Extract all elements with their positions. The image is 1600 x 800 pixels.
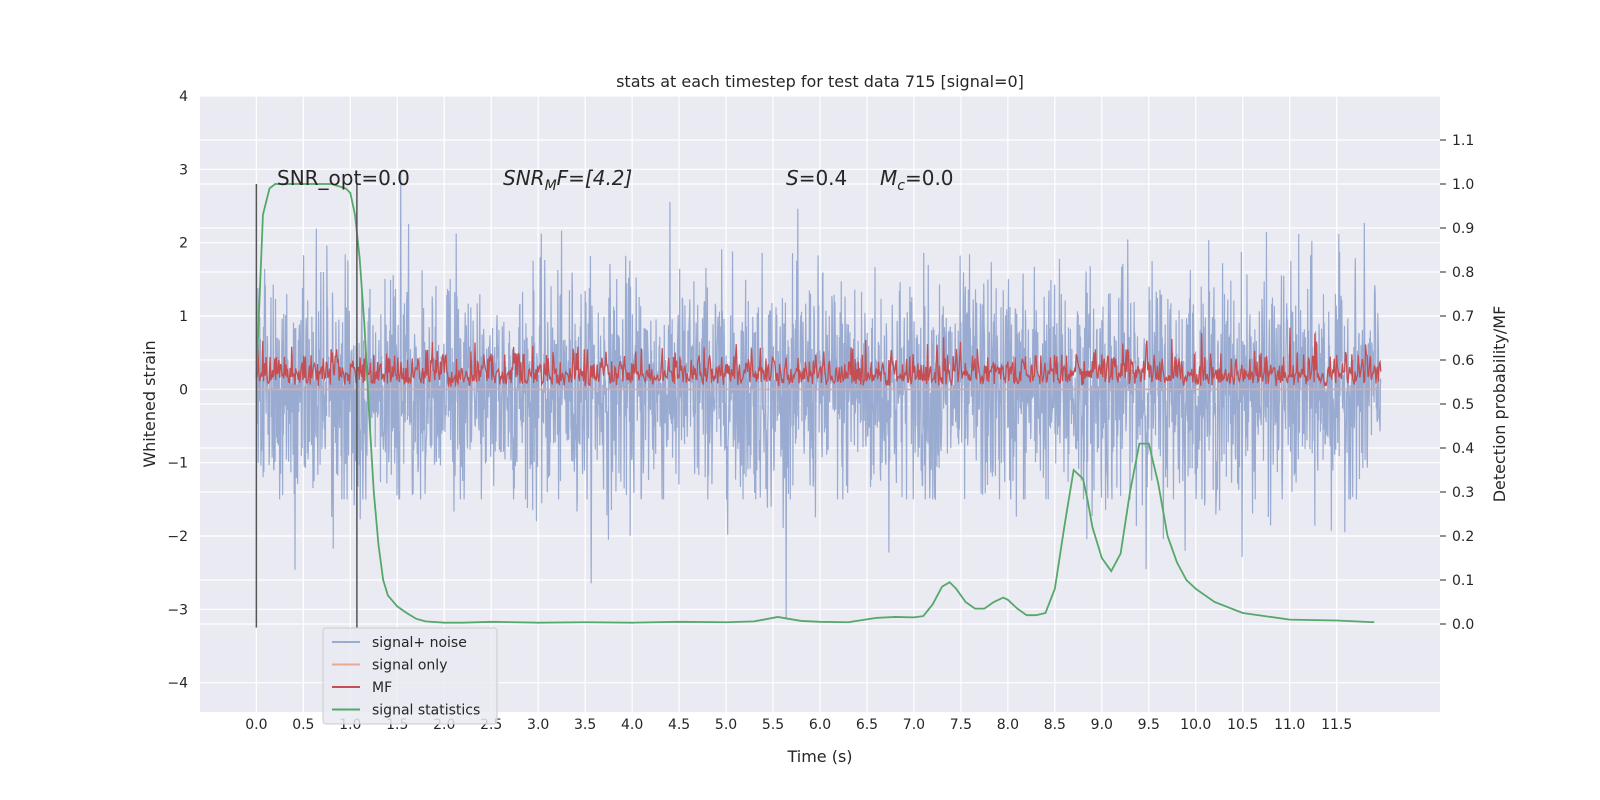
x-axis-label: Time (s)	[786, 747, 852, 766]
right-tick-label: 0.7	[1452, 309, 1474, 325]
y-tick-labels: 4 3 2 1 0 −1 −2 −3 −4	[167, 89, 188, 692]
right-tick-label: 1.0	[1452, 177, 1474, 193]
x-tick-label: 0.5	[292, 717, 314, 733]
y-tick-label: 1	[179, 309, 188, 325]
annotation-s: S=0.4	[786, 166, 847, 190]
plot-area	[255, 172, 1382, 624]
x-tick-label: 8.5	[1044, 717, 1066, 733]
y-tick-label: 4	[179, 89, 188, 105]
x-tick-label: 3.0	[527, 717, 549, 733]
x-tick-label: 4.5	[668, 717, 690, 733]
y-tick-label: −3	[167, 602, 188, 618]
right-tick-label: 0.9	[1452, 221, 1474, 237]
y-tick-label: 3	[179, 162, 188, 178]
mf-line	[255, 327, 1382, 387]
chart-title: stats at each timestep for test data 715…	[616, 72, 1024, 91]
x-tick-label: 6.5	[856, 717, 878, 733]
y-tick-label: −2	[167, 529, 188, 545]
right-tick-label: 0.2	[1452, 529, 1474, 545]
right-tick-label: 0.3	[1452, 485, 1474, 501]
x-tick-label: 0.0	[245, 717, 267, 733]
signal-statistics-line	[255, 183, 1375, 624]
x-tick-label: 4.0	[621, 717, 643, 733]
right-tick-labels: 1.1 1.0 0.9 0.8 0.7 0.6 0.5 0.4 0.3 0.2 0.1 0.0	[1452, 133, 1474, 633]
x-tick-label: 10.5	[1227, 717, 1258, 733]
right-tick-label: 0.5	[1452, 397, 1474, 413]
annotation-snr-mf: SNRMF=[4.2]	[503, 166, 632, 194]
x-tick-label: 10.0	[1180, 717, 1211, 733]
x-tick-label: 7.5	[950, 717, 972, 733]
legend-label: MF	[372, 680, 392, 696]
right-axis-label: Detection probability/MF	[1490, 306, 1509, 503]
x-tick-label: 9.5	[1138, 717, 1160, 733]
vertical-markers	[255, 184, 358, 628]
right-tick-label: 1.1	[1452, 133, 1474, 149]
right-tick-label: 0.0	[1452, 617, 1474, 633]
signal-noise-line	[255, 172, 1382, 620]
y-tick-label: 0	[179, 382, 188, 398]
x-tick-label: 11.5	[1321, 717, 1352, 733]
right-tick-label: 0.6	[1452, 353, 1474, 369]
right-tick-label: 0.1	[1452, 573, 1474, 589]
y-tick-label: −4	[167, 676, 188, 692]
y-axis-label: Whitened strain	[140, 340, 159, 467]
legend-box	[322, 627, 498, 725]
x-tick-label: 9.0	[1091, 717, 1113, 733]
x-tick-label: 7.0	[903, 717, 925, 733]
x-tick-label: 5.5	[762, 717, 784, 733]
legend: signal+ noise signal only MF signal statist…	[322, 627, 498, 725]
x-tick-label: 6.0	[809, 717, 831, 733]
legend-label: signal statistics	[372, 703, 480, 719]
annotation-mc: Mc=0.0	[880, 166, 954, 194]
x-tick-label: 3.5	[574, 717, 596, 733]
right-tick-label: 0.8	[1452, 265, 1474, 281]
x-tick-label: 11.0	[1274, 717, 1305, 733]
x-tick-label: 5.0	[715, 717, 737, 733]
right-tick-label: 0.4	[1452, 441, 1474, 457]
legend-label: signal only	[372, 658, 447, 674]
legend-label: signal+ noise	[372, 635, 467, 651]
y-tick-label: −1	[167, 456, 188, 472]
x-tick-label: 8.0	[997, 717, 1019, 733]
y-tick-label: 2	[179, 236, 188, 252]
annotation-snr-opt: SNR_opt=0.0	[277, 166, 410, 190]
